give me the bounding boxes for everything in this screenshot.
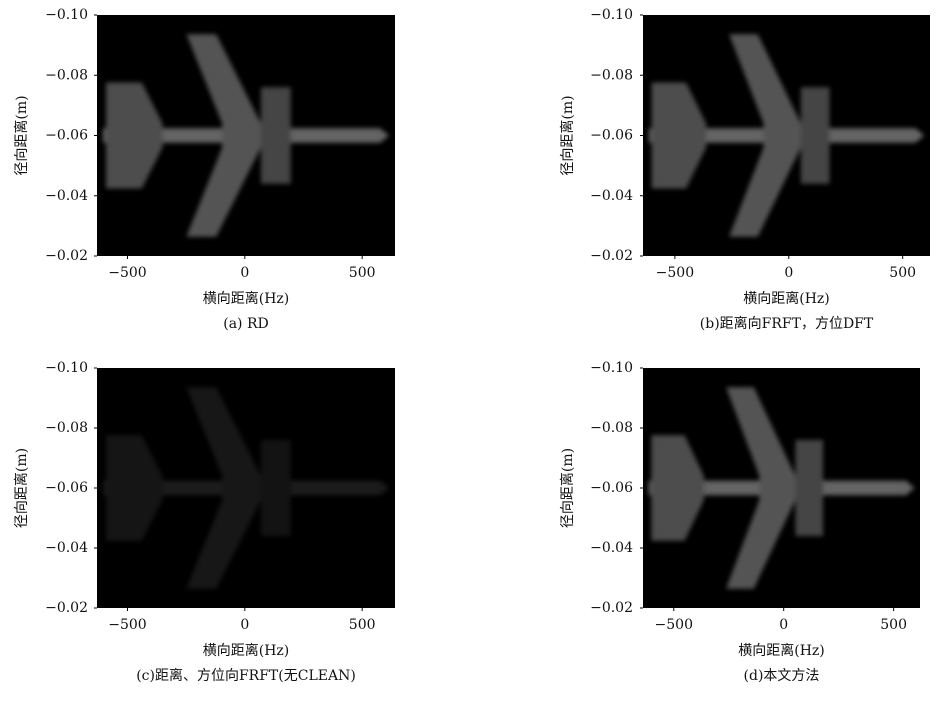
x-tick-label: 500 bbox=[349, 617, 376, 633]
x-tick-label: 500 bbox=[889, 265, 916, 281]
y-tick-label: −0.06 bbox=[45, 128, 88, 144]
x-tick-label: 0 bbox=[784, 265, 793, 281]
airplane-shape bbox=[801, 87, 830, 183]
y-tick-label: −0.04 bbox=[590, 188, 633, 204]
y-tick-label: −0.02 bbox=[45, 600, 88, 616]
y-axis-label: 径向距离(m) bbox=[559, 95, 576, 175]
caption: (d)本文方法 bbox=[744, 668, 820, 684]
x-axis-label: 横向距离(Hz) bbox=[738, 642, 825, 659]
y-tick-label: −0.10 bbox=[590, 360, 633, 376]
x-axis-label: 横向距离(Hz) bbox=[203, 642, 290, 659]
airplane-shape bbox=[261, 440, 291, 536]
y-tick-label: −0.02 bbox=[590, 248, 633, 264]
figure: −0.10 −0.08 −0.06 −0.04 −0.02 −500 0 500 横向距离(Hz… bbox=[0, 0, 937, 702]
x-axis-label: 横向距离(Hz) bbox=[743, 290, 830, 307]
y-tick-label: −0.08 bbox=[45, 420, 88, 436]
y-tick-label: −0.08 bbox=[590, 420, 633, 436]
x-tick-label: 0 bbox=[240, 265, 249, 281]
x-tick-label: −500 bbox=[655, 617, 693, 633]
x-tick-label: −500 bbox=[108, 265, 146, 281]
x-tick-label: 0 bbox=[240, 617, 249, 633]
y-axis-label: 径向距离(m) bbox=[13, 448, 30, 528]
x-axis-label: 横向距离(Hz) bbox=[203, 290, 290, 307]
y-tick-label: −0.04 bbox=[45, 188, 88, 204]
x-tick-label: 0 bbox=[779, 617, 788, 633]
x-tick-label: 500 bbox=[880, 617, 907, 633]
airplane-shape bbox=[795, 440, 823, 536]
y-tick-label: −0.10 bbox=[590, 7, 633, 23]
y-tick-label: −0.08 bbox=[45, 67, 88, 83]
x-tick-label: −500 bbox=[108, 617, 146, 633]
y-tick-label: −0.02 bbox=[45, 248, 88, 264]
y-tick-label: −0.06 bbox=[590, 480, 633, 496]
y-tick-label: −0.04 bbox=[590, 540, 633, 556]
caption: (a) RD bbox=[223, 316, 269, 332]
y-tick-label: −0.04 bbox=[45, 540, 88, 556]
airplane-shape bbox=[261, 87, 291, 183]
y-tick-label: −0.06 bbox=[45, 480, 88, 496]
y-tick-label: −0.10 bbox=[45, 360, 88, 376]
caption: (b)距离向FRFT，方位DFT bbox=[700, 315, 874, 332]
y-tick-label: −0.10 bbox=[45, 7, 88, 23]
caption: (c)距离、方位向FRFT(无CLEAN) bbox=[136, 667, 356, 684]
y-axis-label: 径向距离(m) bbox=[13, 95, 30, 175]
x-tick-label: 500 bbox=[349, 265, 376, 281]
y-axis-label: 径向距离(m) bbox=[559, 448, 576, 528]
y-tick-label: −0.02 bbox=[590, 600, 633, 616]
y-tick-label: −0.06 bbox=[590, 128, 633, 144]
x-tick-label: −500 bbox=[656, 265, 694, 281]
y-tick-label: −0.08 bbox=[590, 67, 633, 83]
